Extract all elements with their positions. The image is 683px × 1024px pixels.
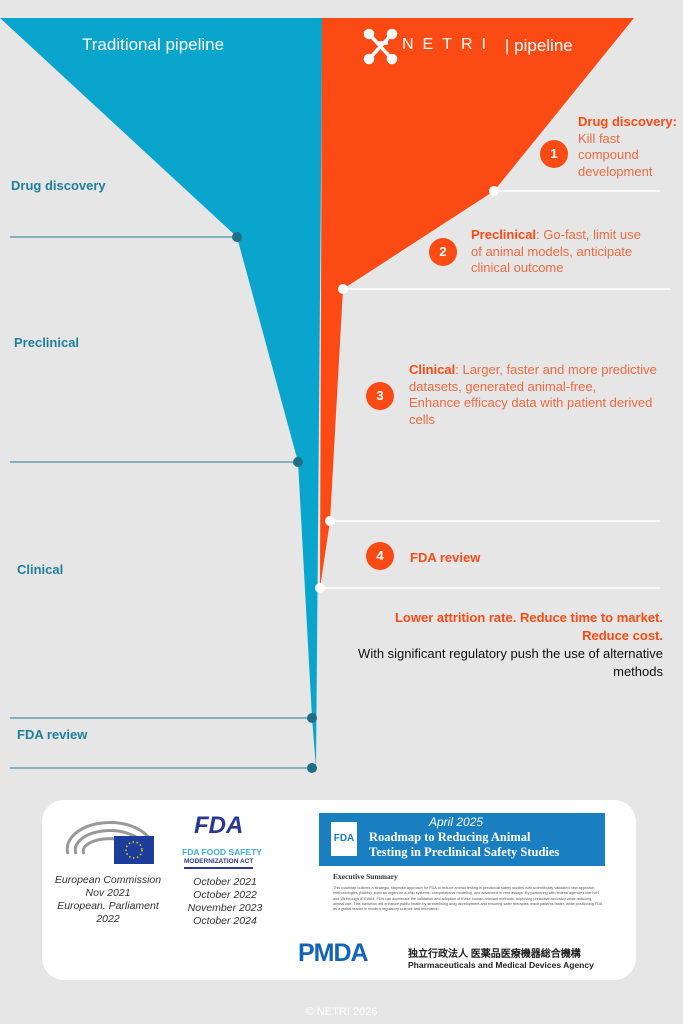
roadmap-date: April 2025	[429, 815, 484, 829]
roadmap-body: This roadmap outlines a strategic, stepw…	[333, 886, 603, 912]
stage-drug-discovery: Drug discovery	[11, 178, 106, 193]
stage-fda-review: FDA review	[17, 727, 88, 742]
netri-funnel	[320, 18, 634, 588]
eu-line: Nov 2021	[85, 887, 131, 899]
eu-line: European. Parliament	[57, 900, 159, 912]
netri-brand: NETRI	[402, 36, 495, 53]
summary-line-1: Lower attrition rate. Reduce time to mar…	[394, 610, 663, 625]
fsma-line-2: MODERNIZATION ACT	[184, 858, 254, 869]
fda-date: November 2023	[187, 902, 263, 914]
fda-date: October 2024	[193, 915, 257, 927]
fda-date: October 2022	[193, 889, 257, 901]
regulatory-card: European Commission Nov 2021 European. Par…	[42, 800, 636, 980]
eu-dates: European Commission Nov 2021 European. Par…	[52, 874, 164, 926]
step-3-text: Clinical: Larger, faster and more predic…	[409, 362, 657, 427]
stage-clinical: Clinical	[17, 562, 64, 577]
traditional-stage-dots	[232, 232, 317, 773]
footer-copyright: © NETRI 2026	[305, 1006, 378, 1018]
step-badge-2: 2	[429, 238, 457, 266]
pmda-logo: PMDA	[298, 939, 369, 967]
fda-dates: October 2021 October 2022 November 2023 Oct…	[180, 876, 270, 928]
eu-line: European Commission	[54, 874, 162, 886]
step-badge-4: 4	[366, 542, 394, 570]
step-2-text: Preclinical: Go-fast, limit use of anima…	[471, 227, 641, 275]
step-badge-1: 1	[540, 140, 568, 168]
roadmap-title-2: Testing in Preclinical Safety Studies	[369, 845, 560, 859]
summary-line-2: Reduce cost.	[582, 628, 663, 643]
pmda-english: Pharmaceuticals and Medical Devices Agen…	[408, 960, 594, 970]
fda-small-logo: FDA	[331, 822, 357, 856]
fda-date: October 2021	[193, 876, 257, 888]
traditional-funnel	[0, 18, 322, 768]
fsma-line-1: FDA FOOD SAFETY	[182, 847, 262, 857]
step-4-text: FDA review	[410, 550, 481, 565]
eu-line: 2022	[96, 913, 120, 925]
stage-preclinical: Preclinical	[14, 335, 80, 350]
roadmap-banner: FDA April 2025 Roadmap to Reducing Anima…	[319, 813, 605, 866]
netri-stage-lines	[320, 190, 670, 589]
netri-logo-icon	[363, 28, 398, 65]
netri-pipeline-title: | pipeline	[505, 36, 573, 55]
roadmap-title-1: Roadmap to Reducing Animal	[369, 830, 531, 844]
roadmap-title: Roadmap to Reducing Animal Testing in Pre…	[369, 830, 559, 860]
step-1-text: Drug discovery: Kill fast compound develo…	[578, 114, 677, 179]
eu-parliament-logo	[65, 821, 154, 864]
traditional-stage-lines	[10, 236, 312, 769]
step-badge-3: 3	[366, 382, 394, 410]
summary-line-3: With significant regulatory push the use…	[358, 646, 663, 679]
pmda-japanese: 独立行政法人 医薬品医療機器総合機構	[408, 949, 581, 960]
fda-logo: FDA	[194, 812, 244, 839]
roadmap-section: Executive Summary	[333, 872, 398, 881]
traditional-pipeline-title: Traditional pipeline	[82, 35, 225, 54]
summary: Lower attrition rate. Reduce time to mar…	[343, 609, 663, 681]
netri-stage-dots	[315, 186, 499, 593]
